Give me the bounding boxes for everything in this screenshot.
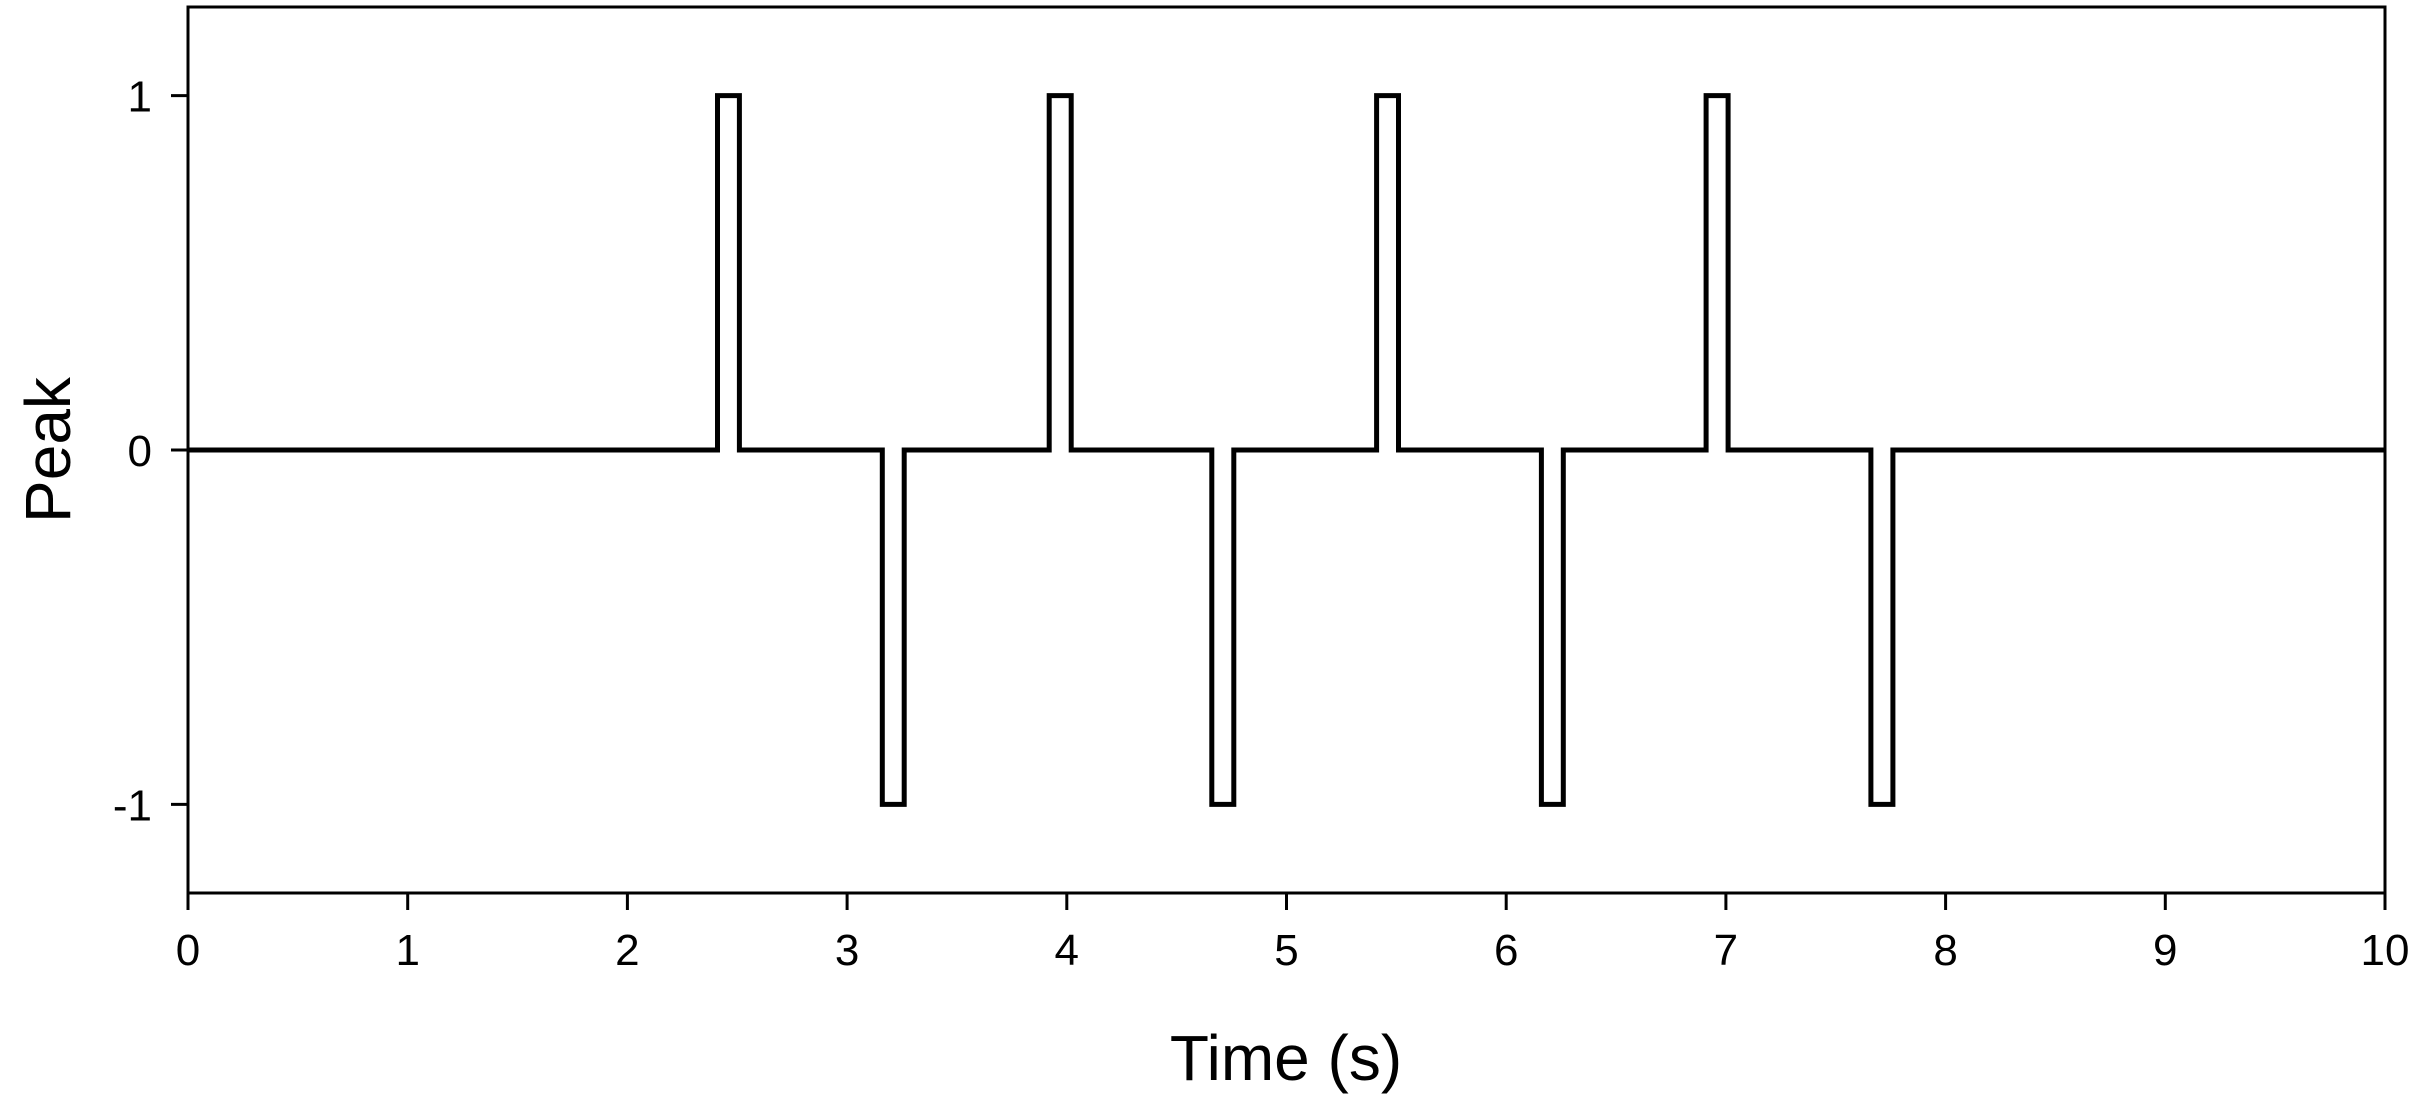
y-tick-label: 0 — [128, 427, 152, 476]
x-tick-label: 6 — [1494, 926, 1518, 975]
series-line — [188, 93, 2385, 807]
x-tick-label: 8 — [1933, 926, 1957, 975]
y-tick-label: 1 — [128, 73, 152, 122]
x-tick-label: 3 — [835, 926, 859, 975]
x-axis-ticks: 0 1 2 3 4 5 6 7 8 9 10 — [176, 893, 2410, 975]
x-tick-label: 9 — [2153, 926, 2177, 975]
x-tick-label: 0 — [176, 926, 200, 975]
x-tick-label: 10 — [2361, 926, 2410, 975]
y-axis-ticks: 1 0 -1 — [113, 73, 188, 830]
x-tick-label: 1 — [395, 926, 419, 975]
y-axis-title: Peak — [12, 376, 84, 523]
x-tick-label: 5 — [1274, 926, 1298, 975]
x-tick-label: 2 — [615, 926, 639, 975]
x-tick-label: 4 — [1055, 926, 1079, 975]
y-tick-label: -1 — [113, 781, 152, 830]
x-axis-title: Time (s) — [1170, 1022, 1402, 1094]
x-tick-label: 7 — [1714, 926, 1738, 975]
